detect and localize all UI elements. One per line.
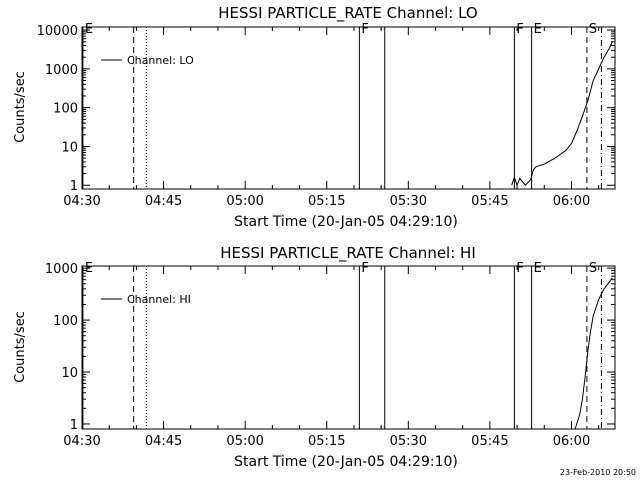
y-tick-label: 1 [70, 179, 78, 194]
chart-title-hi: HESSI PARTICLE_RATE Channel: HI [220, 244, 476, 263]
y-axis-label-lo: Counts/sec [13, 71, 28, 143]
event-marker-label: E [85, 261, 93, 276]
x-tick-label: 04:30 [63, 434, 100, 449]
tick-layer-hi: 04:30 04:45 05:00 05:15 05:30 05:45 06:00 1 10 10… [45, 262, 615, 449]
x-tick-label: 06:00 [553, 194, 590, 209]
x-tick-label: 04:45 [145, 194, 182, 209]
event-marker-label: F [516, 261, 523, 276]
legend-label-lo: Channel: LO [127, 54, 194, 67]
x-tick-label: 05:45 [471, 434, 508, 449]
event-marker-label: S [589, 22, 597, 37]
panel-channel-hi: HESSI PARTICLE_RATE Channel: HI Counts/s… [13, 244, 616, 470]
x-tick-label: 04:45 [145, 434, 182, 449]
event-marker-label: E [534, 22, 542, 37]
y-tick-label: 10 [61, 140, 78, 155]
event-marker-label: F [516, 22, 523, 37]
tick-layer-lo: 04:30 04:45 05:00 05:15 05:30 05:45 06:00 1 10 10… [37, 24, 615, 209]
event-marker-label: F [361, 261, 368, 276]
series-layer-hi [574, 277, 613, 430]
x-tick-label: 05:15 [308, 434, 345, 449]
panel-channel-lo: HESSI PARTICLE_RATE Channel: LO Counts/s… [13, 4, 616, 230]
event-marker-label: E [534, 261, 542, 276]
event-marker-label: F [361, 22, 368, 37]
event-marker-label: E [85, 22, 93, 37]
x-tick-label: 05:30 [390, 434, 427, 449]
y-tick-label: 1000 [45, 63, 78, 78]
chart-title-lo: HESSI PARTICLE_RATE Channel: LO [218, 4, 477, 23]
x-tick-label: 05:00 [226, 194, 263, 209]
event-marker-label: S [589, 261, 597, 276]
x-tick-label: 05:15 [308, 194, 345, 209]
y-tick-label: 100 [53, 314, 78, 329]
x-tick-label: 05:00 [226, 434, 263, 449]
series-layer-lo [511, 41, 613, 187]
y-tick-label: 10 [61, 366, 78, 381]
x-tick-label: 05:30 [390, 194, 427, 209]
x-tick-label: 06:00 [553, 434, 590, 449]
y-tick-label: 10000 [37, 24, 78, 39]
y-tick-label: 1000 [45, 262, 78, 277]
x-axis-label-hi: Start Time (20-Jan-05 04:29:10) [234, 454, 458, 470]
legend-label-hi: Channel: HI [127, 293, 191, 306]
y-tick-label: 1 [70, 418, 78, 433]
x-tick-label: 04:30 [63, 194, 100, 209]
x-tick-label: 05:45 [471, 194, 508, 209]
plot-frame-lo [81, 26, 616, 190]
footer-timestamp: 23-Feb-2010 20:50 [560, 468, 636, 477]
y-axis-label-hi: Counts/sec [13, 311, 28, 383]
plot-frame-hi [81, 265, 616, 430]
x-axis-label-lo: Start Time (20-Jan-05 04:29:10) [234, 214, 458, 230]
series-line [574, 277, 613, 430]
series-line [511, 41, 613, 187]
y-tick-label: 100 [53, 102, 78, 117]
